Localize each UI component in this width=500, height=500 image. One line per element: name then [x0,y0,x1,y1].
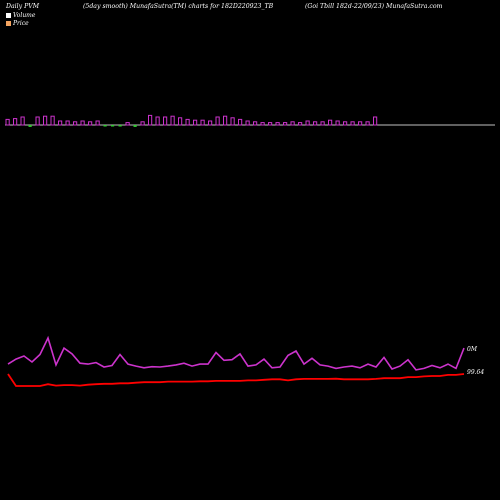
volume-bar [20,116,25,126]
volume-bar [103,125,107,127]
volume-bar [305,120,310,126]
volume-bar [350,121,355,126]
volume-bar [35,116,40,126]
legend-volume-label: Volume [13,12,36,19]
volume-bar [163,116,168,126]
volume-bar [148,114,153,126]
volume-bar [5,118,10,126]
volume-bar [358,121,363,126]
smooth-volume-line [7,335,465,371]
volume-bar [13,118,18,126]
volume-bars [5,114,378,127]
legend-volume-swatch [6,13,11,18]
volume-bar [95,120,100,126]
volume-bar [28,125,32,127]
volume-bar [80,120,85,126]
volume-bar [290,121,295,126]
chart-header-title: (5day smooth) MunafaSutra(TM) charts for… [83,3,274,10]
volume-bar [223,115,228,126]
volume-bar [111,125,115,127]
volume-bar [118,125,122,127]
volume-bar [298,122,303,126]
volume-bar [238,118,243,126]
volume-bar [343,121,348,126]
volume-bar [140,121,145,126]
volume-bar [200,119,205,126]
volume-bar [125,122,130,126]
volume-bar [215,116,220,126]
volume-bar [193,119,198,126]
volume-bar [373,116,378,126]
price-line [7,373,465,387]
legend-price: Price [6,20,29,27]
legend-price-label: Price [13,20,29,27]
volume-bar [170,115,175,126]
volume-bar [230,117,235,126]
volume-bar [43,115,48,126]
volume-bar [88,121,93,126]
volume-bar [65,120,70,126]
volume-bar [58,120,63,126]
volume-bar [268,122,273,126]
volume-bar [335,120,340,126]
volume-bar [155,116,160,126]
volume-bar [253,121,258,126]
volume-bar [73,121,78,126]
volume-bar [133,125,137,127]
volume-bar [50,115,55,126]
volume-bar [328,119,333,126]
volume-bar [185,118,190,126]
chart-header-right: (Goi Tbill 182d-22/09/23) MunafaSutra.co… [305,3,443,10]
volume-bar [283,122,288,126]
legend-price-swatch [6,21,11,26]
axis-label-volume: 0M [467,346,478,353]
volume-bar [275,122,280,126]
legend-volume: Volume [6,12,35,19]
volume-bar [245,120,250,126]
volume-bar [178,117,183,126]
volume-bar [320,121,325,126]
volume-bar [313,121,318,126]
axis-label-price: 99.64 [467,369,484,376]
volume-bar [365,121,370,126]
volume-bar [208,120,213,126]
chart-header-left: Daily PVM [6,3,40,10]
volume-bar [260,122,265,126]
